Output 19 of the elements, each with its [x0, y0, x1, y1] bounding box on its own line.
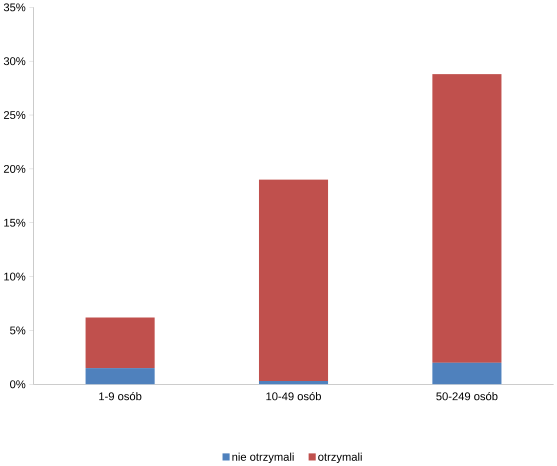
- bar: [258, 380, 328, 384]
- y-tick-label: 10%: [4, 272, 26, 280]
- y-tick-label: 35%: [4, 3, 26, 12]
- x-tick-label: 10-49 osób: [266, 392, 321, 400]
- y-tick-label: 15%: [4, 218, 26, 227]
- x-tick-label: 1-9 osób: [99, 392, 142, 400]
- bar: [432, 362, 502, 384]
- x-tick-label: 50-249 osób: [436, 392, 498, 400]
- legend-label: nie otrzymali: [232, 452, 294, 463]
- y-tick-label: 20%: [4, 164, 26, 173]
- y-tick-label: 5%: [10, 326, 26, 334]
- bar: [86, 317, 155, 368]
- y-tick-label: 0%: [10, 380, 26, 388]
- bar: [432, 74, 502, 363]
- bar: [258, 180, 328, 381]
- legend-label: otrzymali: [318, 452, 362, 463]
- bar: [86, 368, 155, 384]
- y-tick-label: 30%: [4, 57, 26, 65]
- y-tick-label: 25%: [4, 110, 26, 119]
